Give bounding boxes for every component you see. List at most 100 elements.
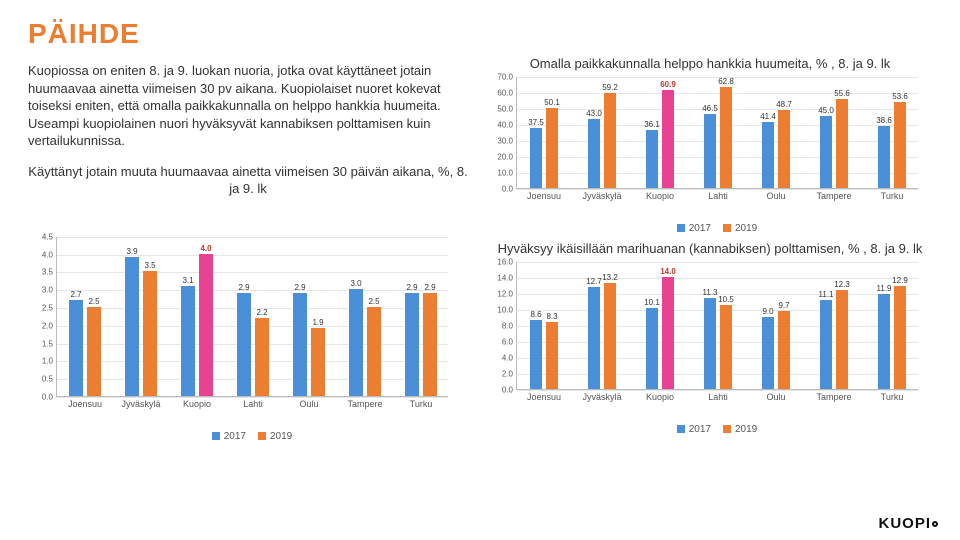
chart-top-right: 0.010.020.030.040.050.060.070.037.550.1J… — [488, 77, 932, 227]
chart-bottom-right: 0.02.04.06.08.010.012.014.016.08.68.3Joe… — [488, 262, 932, 428]
legend-label: 2019 — [735, 223, 757, 234]
x-tick-label: Lahti — [243, 396, 263, 409]
x-tick-label: Jyväskylä — [582, 188, 621, 201]
bar — [704, 298, 716, 388]
y-tick-label: 3.5 — [42, 268, 57, 277]
bar — [662, 90, 674, 187]
bar — [878, 126, 890, 188]
y-tick-label: 2.0 — [42, 321, 57, 330]
y-tick-label: 14.0 — [497, 273, 517, 282]
plot-area: 0.010.020.030.040.050.060.070.037.550.1J… — [516, 77, 918, 189]
bar — [237, 293, 251, 396]
bar-value-label: 37.5 — [528, 118, 544, 127]
chart-top-right-col: Omalla paikkakunnalla helppo hankkia huu… — [488, 56, 932, 227]
bar — [293, 293, 307, 396]
y-tick-label: 50.0 — [497, 104, 517, 113]
y-tick-label: 16.0 — [497, 257, 517, 266]
x-tick-label: Joensuu — [68, 396, 102, 409]
gridline — [57, 290, 448, 291]
bar-value-label: 2.9 — [294, 283, 305, 292]
bar — [662, 277, 674, 389]
bar — [405, 293, 419, 396]
gridline — [517, 141, 918, 142]
y-tick-label: 10.0 — [497, 305, 517, 314]
bar — [604, 283, 616, 389]
bar — [199, 254, 213, 396]
legend-item: 2017 — [677, 223, 711, 234]
bar — [143, 271, 157, 395]
kuopio-logo: KUOPI — [878, 515, 938, 532]
bar — [588, 287, 600, 389]
gridline — [517, 310, 918, 311]
bar-value-label: 12.3 — [834, 280, 850, 289]
x-tick-label: Tampere — [816, 188, 851, 201]
y-tick-label: 10.0 — [497, 168, 517, 177]
x-tick-label: Tampere — [816, 389, 851, 402]
legend-item: 2017 — [677, 424, 711, 435]
gridline — [517, 262, 918, 263]
bar-value-label: 9.0 — [762, 307, 773, 316]
gridline — [57, 308, 448, 309]
bar-value-label: 11.9 — [877, 284, 892, 293]
bar-value-label: 13.2 — [602, 273, 618, 282]
legend-swatch-icon — [723, 224, 731, 232]
bar-value-label: 2.2 — [256, 308, 267, 317]
y-tick-label: 6.0 — [502, 337, 517, 346]
x-tick-label: Jyväskylä — [121, 396, 160, 409]
x-tick-label: Tampere — [347, 396, 382, 409]
x-tick-label: Jyväskylä — [582, 389, 621, 402]
legend-label: 2017 — [689, 424, 711, 435]
bar — [894, 286, 906, 389]
y-tick-label: 0.0 — [42, 392, 57, 401]
gridline — [57, 272, 448, 273]
bar — [762, 122, 774, 188]
y-tick-label: 4.0 — [502, 353, 517, 362]
bar — [646, 308, 658, 389]
y-tick-label: 30.0 — [497, 136, 517, 145]
bar-value-label: 46.5 — [702, 104, 718, 113]
bar-value-label: 60.9 — [660, 80, 676, 89]
bar — [720, 305, 732, 389]
gridline — [57, 379, 448, 380]
gridline — [517, 93, 918, 94]
y-tick-label: 4.5 — [42, 232, 57, 241]
bar — [255, 318, 269, 396]
bar — [762, 317, 774, 389]
bar — [604, 93, 616, 188]
bar-value-label: 3.1 — [182, 276, 193, 285]
bar-value-label: 55.6 — [834, 89, 850, 98]
gridline — [517, 326, 918, 327]
legend-swatch-icon — [677, 425, 685, 433]
x-tick-label: Joensuu — [527, 188, 561, 201]
bar-value-label: 2.5 — [368, 297, 379, 306]
bar-value-label: 1.9 — [312, 318, 323, 327]
gridline — [517, 374, 918, 375]
y-tick-label: 40.0 — [497, 120, 517, 129]
legend: 2017 2019 — [516, 223, 918, 234]
y-tick-label: 2.0 — [502, 369, 517, 378]
x-tick-label: Kuopio — [646, 188, 674, 201]
legend-swatch-icon — [258, 432, 266, 440]
body-paragraph: Kuopiossa on eniten 8. ja 9. luokan nuor… — [28, 62, 468, 150]
bar-value-label: 8.3 — [546, 312, 557, 321]
legend-label: 2017 — [224, 431, 246, 442]
bar — [530, 320, 542, 389]
legend-item: 2019 — [258, 431, 292, 442]
chart-title-tr: Omalla paikkakunnalla helppo hankkia huu… — [488, 56, 932, 73]
x-tick-label: Oulu — [766, 389, 785, 402]
paragraph-col: Kuopiossa on eniten 8. ja 9. luokan nuor… — [28, 56, 468, 227]
bar — [820, 300, 832, 389]
gridline — [57, 255, 448, 256]
y-tick-label: 12.0 — [497, 289, 517, 298]
gridline — [517, 358, 918, 359]
chart-title-bl: Käyttänyt jotain muuta huumaavaa ainetta… — [28, 164, 468, 198]
bar — [423, 293, 437, 396]
plot-area: 0.02.04.06.08.010.012.014.016.08.68.3Joe… — [516, 262, 918, 390]
logo-dot-icon — [932, 521, 938, 527]
legend-item: 2019 — [723, 424, 757, 435]
x-tick-label: Joensuu — [527, 389, 561, 402]
chart-bottom-left: 0.00.51.01.52.02.53.03.54.04.52.72.5Joen… — [28, 237, 468, 435]
bar-value-label: 2.9 — [238, 283, 249, 292]
x-tick-label: Lahti — [708, 188, 728, 201]
legend-swatch-icon — [212, 432, 220, 440]
